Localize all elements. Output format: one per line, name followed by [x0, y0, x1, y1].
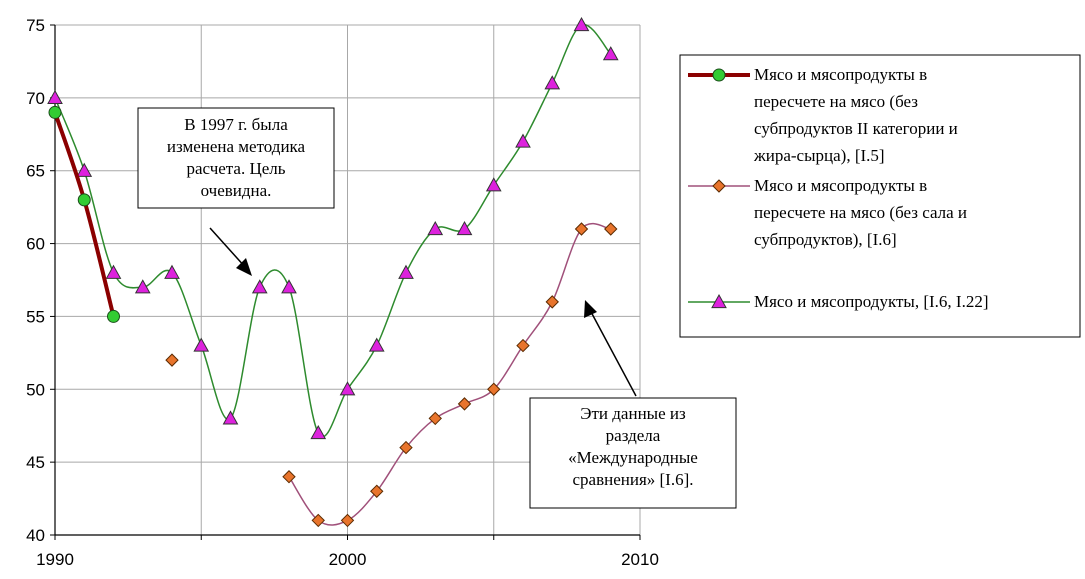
data-point-circle [712, 68, 726, 82]
legend-label: Мясо и мясопродукты, [I.6, I.22] [754, 292, 989, 311]
data-point-diamond [516, 338, 530, 353]
data-point-triangle [602, 46, 619, 61]
series-2 [165, 222, 618, 528]
annotation-text: Эти данные из [580, 404, 686, 423]
data-point-circle [77, 193, 91, 207]
annotations: В 1997 г. была изменена методика расчета. … [137, 107, 737, 509]
y-tick-label: 70 [26, 89, 45, 108]
y-tick-label: 65 [26, 162, 45, 181]
y-tick-label: 40 [26, 526, 45, 545]
data-point-triangle [515, 133, 531, 148]
annotation-text: расчета. Цель [186, 159, 285, 178]
data-point-diamond [574, 222, 589, 236]
annotation-text: сравнения» [I.6]. [572, 470, 693, 489]
data-point-triangle [47, 89, 63, 104]
x-tick-label: 2000 [329, 550, 367, 569]
series [47, 16, 619, 528]
y-tick-label: 45 [26, 453, 45, 472]
data-point-diamond [428, 411, 442, 426]
legend-entry-3: Мясо и мясопродукты, [I.6, I.22] [688, 292, 989, 311]
annotation-text: изменена методика [167, 137, 306, 156]
y-tick-label: 60 [26, 235, 45, 254]
data-point-triangle [193, 337, 210, 352]
data-point-diamond [712, 179, 726, 193]
data-point-triangle [339, 381, 356, 396]
data-point-triangle [368, 337, 385, 352]
annotation-text: раздела [606, 426, 661, 445]
legend-label: жира-сырца), [I.5] [753, 146, 885, 165]
annotation-box [137, 107, 335, 209]
data-point-diamond [340, 513, 355, 528]
y-tick-label: 55 [26, 307, 45, 326]
annotation-method-change: В 1997 г. была изменена методика расчета. … [137, 107, 335, 276]
data-point-triangle [76, 162, 93, 177]
data-point-triangle [134, 279, 151, 294]
annotation-text: «Международные [568, 448, 698, 467]
series-1 [48, 105, 120, 323]
annotation-box [529, 397, 737, 509]
data-point-diamond [604, 222, 618, 236]
axes: 40 45 50 55 60 65 70 75 1990 2000 2010 [26, 16, 659, 569]
data-point-diamond [165, 353, 179, 367]
data-point-diamond [399, 440, 413, 455]
data-point-triangle [310, 424, 327, 440]
legend-label: пересчете на мясо (без [754, 92, 918, 111]
arrow-head [584, 300, 597, 318]
annotation-text: В 1997 г. была [184, 115, 288, 134]
annotation-arrow [209, 227, 247, 269]
data-point-triangle [573, 16, 590, 32]
data-point-circle [48, 105, 62, 119]
data-point-diamond [311, 513, 325, 528]
annotation-text: очевидна. [201, 181, 272, 200]
data-point-triangle [251, 279, 268, 294]
data-point-triangle [427, 220, 444, 236]
data-point-diamond [457, 397, 472, 411]
y-tick-label: 75 [26, 16, 45, 35]
x-tick-label: 2010 [621, 550, 659, 569]
legend-entry-1: Мясо и мясопродукты в пересчете на мясо (… [688, 65, 958, 165]
data-point-diamond [487, 382, 501, 396]
legend-label: субпродуктов II категории и [754, 119, 958, 138]
y-tick-label: 50 [26, 380, 45, 399]
data-point-triangle [281, 279, 297, 294]
legend: Мясо и мясопродукты в пересчете на мясо (… [679, 54, 1081, 338]
data-point-triangle [164, 264, 180, 279]
legend-label: пересчете на мясо (без сала и [754, 203, 967, 222]
data-point-triangle [544, 75, 561, 90]
data-point-triangle [456, 220, 473, 236]
legend-box [679, 54, 1081, 338]
legend-label: субпродуктов), [I.6] [754, 230, 897, 249]
x-tick-label: 1990 [36, 550, 74, 569]
arrow-head [236, 258, 252, 276]
data-point-circle [107, 309, 120, 323]
series-3 [47, 16, 619, 440]
data-point-triangle [711, 293, 727, 309]
data-point-triangle [222, 410, 239, 425]
data-point-triangle [485, 177, 502, 192]
data-point-triangle [105, 264, 122, 279]
legend-label: Мясо и мясопродукты в [754, 65, 927, 84]
annotation-international: Эти данные из раздела «Международные сравне… [529, 300, 737, 509]
data-point-diamond [370, 484, 384, 498]
series-line [54, 23, 612, 438]
legend-entry-2: Мясо и мясопродукты в пересчете на мясо (… [688, 176, 967, 249]
data-point-diamond [545, 295, 559, 309]
legend-label: Мясо и мясопродукты в [754, 176, 927, 195]
annotation-arrow [589, 309, 637, 397]
data-point-diamond [282, 470, 296, 484]
data-point-triangle [398, 264, 414, 279]
series-line [53, 111, 116, 317]
